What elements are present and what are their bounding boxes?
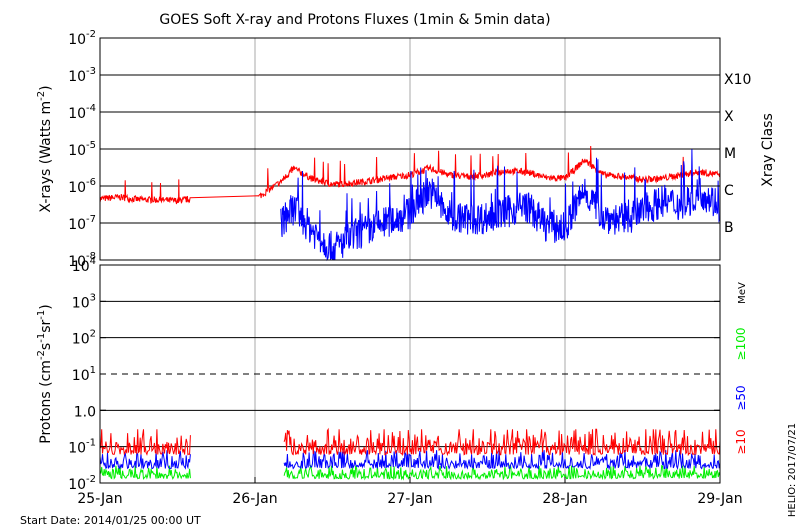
xray-series <box>99 145 720 262</box>
y-tick-label: 10-4 <box>68 103 96 122</box>
xray-short-trace <box>280 149 720 262</box>
proton-legend-label: ≥10 <box>734 429 748 454</box>
xray-class-label: B <box>724 220 734 236</box>
chart-title: GOES Soft X-ray and Protons Fluxes (1min… <box>159 12 550 28</box>
x-tick-label: 27-Jan <box>387 491 432 507</box>
proton-legend-label: ≥100 <box>734 328 748 361</box>
y-tick-label: 10-7 <box>68 214 96 233</box>
start-date-label: Start Date: 2014/01/25 00:00 UT <box>20 514 201 527</box>
xray-class-label: M <box>724 146 736 162</box>
proton-trace <box>283 450 721 471</box>
y-tick-label: 1.0 <box>74 404 96 420</box>
xray-y-ticks: 10-8 10-7 10-6 10-5 10-4 10-3 10-2 <box>68 29 720 270</box>
y-tick-label: 101 <box>72 365 96 384</box>
xray-long-trace <box>99 145 720 205</box>
x-tick-label: 28-Jan <box>542 491 587 507</box>
y-tick-label: 10-5 <box>68 140 96 159</box>
xray-class-label: X10 <box>724 72 751 88</box>
credit-label: HELIO: 2017/07/21 <box>787 423 798 517</box>
proton-series <box>99 427 721 481</box>
xray-class-label: X <box>724 109 734 125</box>
proton-panel: 10-2 10-1 1.0 101 102 103 104 25-Jan 26-Jan 27-J… <box>36 256 748 507</box>
xray-y-axis-label: X-rays (Watts m-2) <box>36 85 54 212</box>
xray-class-label: C <box>724 183 734 199</box>
x-tick-label: 26-Jan <box>232 491 277 507</box>
y-tick-label: 104 <box>72 256 96 275</box>
proton-y-axis-label: Protons (cm-2s-1sr-1) <box>36 304 54 443</box>
y-tick-label: 10-1 <box>68 438 96 457</box>
xray-class-axis-label: Xray Class <box>760 113 776 187</box>
proton-y-ticks: 10-2 10-1 1.0 101 102 103 104 <box>68 256 720 493</box>
y-tick-label: 10-2 <box>68 29 96 48</box>
x-tick-label: 25-Jan <box>77 491 122 507</box>
proton-trace <box>283 427 721 457</box>
y-tick-label: 102 <box>72 329 96 348</box>
proton-x-ticks: 25-Jan 26-Jan 27-Jan 28-Jan 29-Jan <box>77 477 743 507</box>
proton-legend-label: ≥50 <box>734 385 748 410</box>
y-tick-label: 10-3 <box>68 66 96 85</box>
proton-legend: ≥10 ≥50 ≥100 <box>734 328 748 455</box>
y-tick-label: 10-8 <box>68 251 96 270</box>
y-tick-label: 103 <box>72 292 96 311</box>
y-tick-label: 10-2 <box>68 474 96 493</box>
xray-panel: 10-8 10-7 10-6 10-5 10-4 10-3 10-2 B C M X X10 X-r… <box>36 29 776 270</box>
x-tick-label: 29-Jan <box>697 491 742 507</box>
y-tick-label: 10-6 <box>68 177 96 196</box>
proton-trace <box>99 465 191 480</box>
proton-unit-label: MeV <box>737 282 748 304</box>
xray-class-labels: B C M X X10 <box>724 72 751 236</box>
proton-trace <box>283 464 721 481</box>
proton-trace <box>99 450 191 470</box>
proton-trace <box>99 429 191 456</box>
